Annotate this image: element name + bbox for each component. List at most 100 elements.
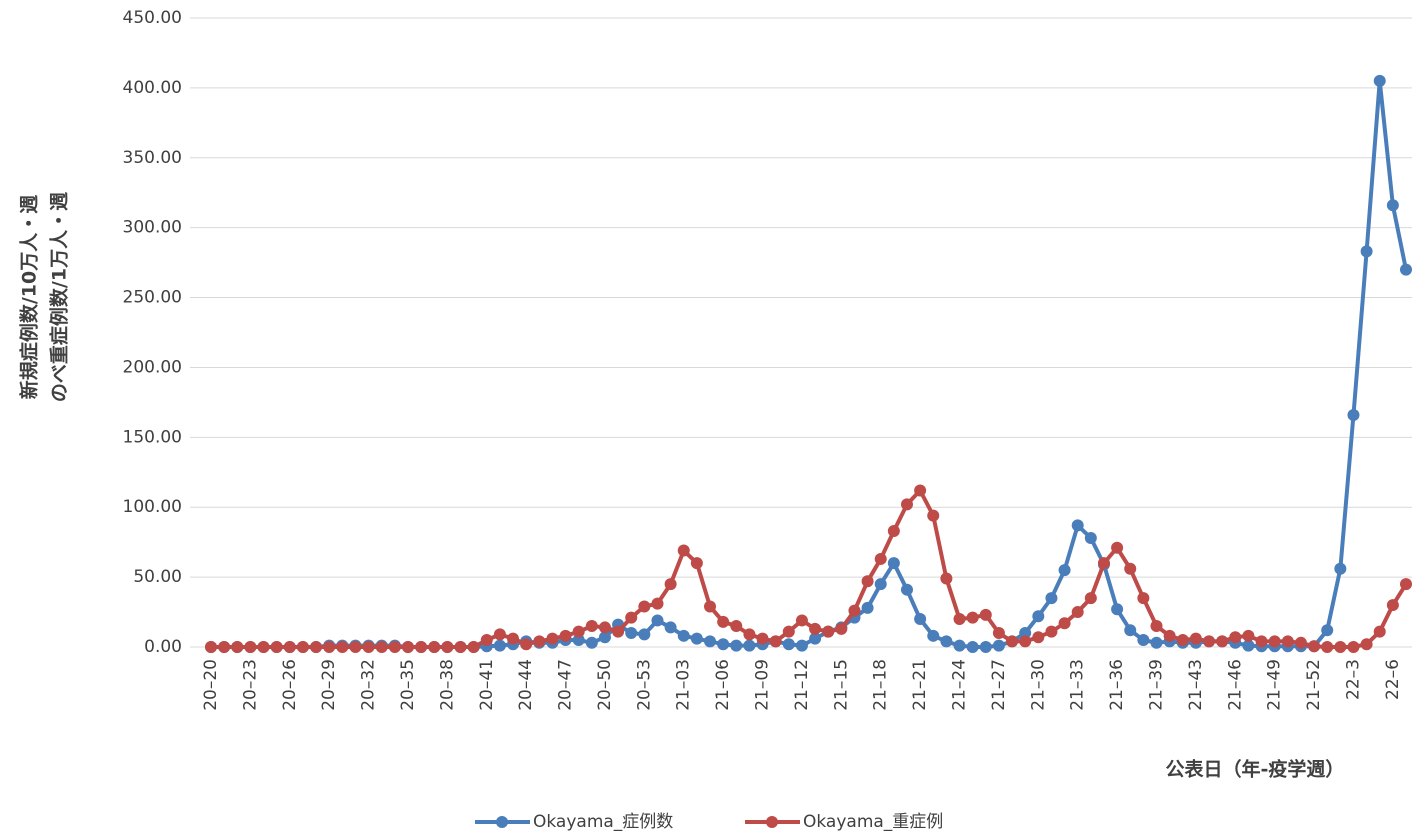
x-tick-label: 21–30 xyxy=(1028,659,1048,711)
data-point xyxy=(1058,617,1071,630)
x-tick-label: 21–33 xyxy=(1068,659,1088,711)
data-point xyxy=(953,639,966,652)
data-point xyxy=(401,641,414,653)
data-point xyxy=(244,641,257,653)
data-point xyxy=(546,632,559,645)
data-point xyxy=(1150,620,1163,633)
y-axis-title: 新規症例数/10万人・週 xyxy=(18,195,41,399)
y-tick-label: 50.00 xyxy=(133,567,182,587)
data-point xyxy=(717,638,730,651)
data-point xyxy=(441,641,454,653)
x-tick-label: 21–43 xyxy=(1186,659,1206,711)
data-point xyxy=(375,641,388,653)
data-point xyxy=(940,572,953,585)
data-point xyxy=(1347,641,1360,653)
series-line xyxy=(211,78,1408,649)
data-point xyxy=(769,635,782,648)
data-point xyxy=(1137,592,1150,605)
data-point xyxy=(1111,541,1124,554)
data-point xyxy=(940,635,953,648)
y-axis-title: のべ重症例数/1万人・週 xyxy=(48,192,71,402)
y-tick-label: 150.00 xyxy=(123,427,182,447)
data-point xyxy=(520,638,533,651)
x-tick-label: 21–18 xyxy=(871,659,891,711)
data-point xyxy=(480,634,493,647)
data-point xyxy=(743,628,756,641)
data-point xyxy=(507,632,520,645)
data-point xyxy=(323,641,336,653)
data-point xyxy=(283,641,296,653)
data-point xyxy=(1216,635,1229,648)
data-point xyxy=(1268,635,1281,648)
x-tick-label: 20–44 xyxy=(516,659,536,711)
data-point xyxy=(1137,634,1150,647)
data-point xyxy=(900,498,913,511)
data-point xyxy=(848,604,861,617)
data-point xyxy=(1281,635,1294,648)
data-point xyxy=(717,615,730,628)
data-point xyxy=(704,635,717,648)
data-point xyxy=(900,583,913,596)
x-tick-label: 21–36 xyxy=(1107,659,1127,711)
data-point xyxy=(467,641,480,653)
x-tick-label: 21–46 xyxy=(1225,659,1245,711)
data-point xyxy=(598,621,611,634)
data-point xyxy=(861,601,874,614)
legend-marker xyxy=(496,816,508,828)
data-point xyxy=(1045,625,1058,638)
data-point xyxy=(572,625,585,638)
data-point xyxy=(1150,636,1163,649)
data-point xyxy=(1229,631,1242,644)
x-tick-label: 21–09 xyxy=(753,659,773,711)
x-tick-label: 20–35 xyxy=(398,659,418,711)
legend-label: Okayama_症例数 xyxy=(533,812,673,832)
data-point xyxy=(1242,629,1255,642)
data-point xyxy=(782,625,795,638)
series-line xyxy=(211,488,1408,649)
data-point xyxy=(1032,631,1045,644)
data-point xyxy=(1111,603,1124,616)
data-point xyxy=(1084,592,1097,605)
data-point xyxy=(1045,592,1058,605)
x-tick-label: 21–27 xyxy=(989,659,1009,711)
data-point xyxy=(979,608,992,621)
data-point xyxy=(966,611,979,624)
data-point xyxy=(388,641,401,653)
data-point xyxy=(887,557,900,570)
data-point xyxy=(1071,606,1084,619)
data-point xyxy=(1084,531,1097,544)
data-point xyxy=(887,524,900,537)
x-tick-label: 20–41 xyxy=(477,659,497,711)
data-point xyxy=(1242,639,1255,652)
data-point xyxy=(257,641,270,653)
data-point xyxy=(454,641,467,653)
legend-marker xyxy=(766,816,778,828)
data-point xyxy=(1360,638,1373,651)
data-point xyxy=(218,641,231,653)
data-point xyxy=(677,629,690,642)
x-tick-label: 20–23 xyxy=(240,659,260,711)
data-point xyxy=(1360,245,1373,258)
data-point xyxy=(428,641,441,653)
data-point xyxy=(336,641,349,653)
data-point xyxy=(1334,562,1347,575)
data-point xyxy=(651,597,664,610)
x-tick-label: 21–39 xyxy=(1146,659,1166,711)
data-point xyxy=(1176,634,1189,647)
data-point xyxy=(809,622,822,635)
x-tick-label: 21–21 xyxy=(910,659,930,711)
data-point xyxy=(1294,636,1307,649)
data-point xyxy=(1124,562,1137,575)
data-point xyxy=(809,632,822,645)
data-point xyxy=(690,557,703,570)
data-point xyxy=(1321,641,1334,653)
data-point xyxy=(296,641,309,653)
x-tick-label: 20–50 xyxy=(595,659,615,711)
data-point xyxy=(349,641,362,653)
data-point xyxy=(585,636,598,649)
data-point xyxy=(874,578,887,591)
data-point xyxy=(270,641,283,653)
data-point xyxy=(730,620,743,633)
data-point xyxy=(914,613,927,626)
